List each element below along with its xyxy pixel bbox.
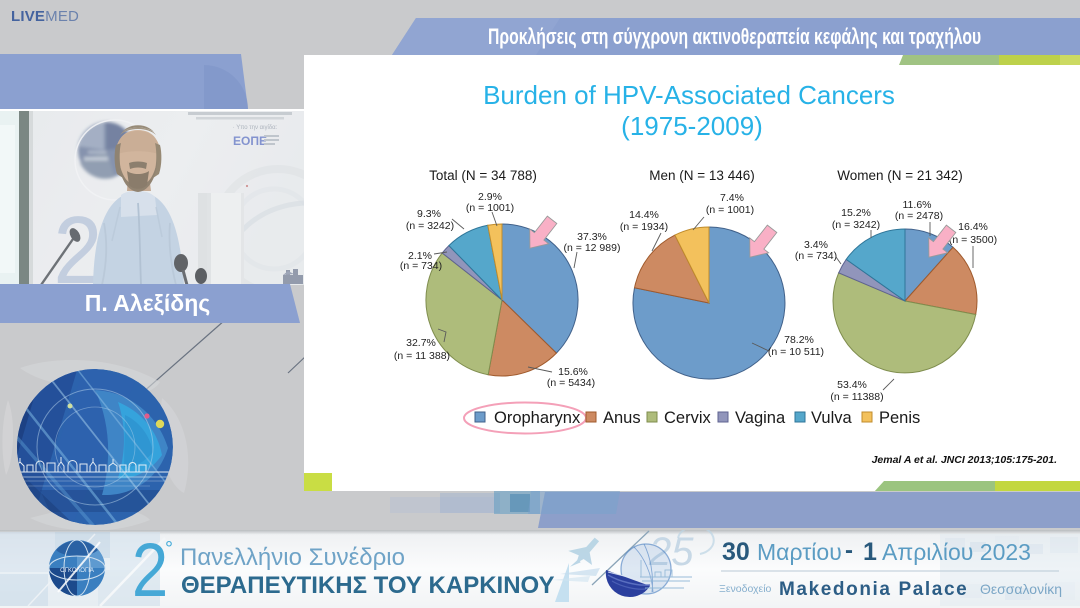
svg-text:Θεσσαλονίκη: Θεσσαλονίκη [980,581,1062,597]
svg-text:(1975-2009): (1975-2009) [621,111,763,141]
svg-text:(n = 3242): (n = 3242) [406,220,454,232]
svg-text:11.6%: 11.6% [903,199,932,211]
svg-text:Women (N = 21 342): Women (N = 21 342) [837,168,962,183]
svg-text:Total (N = 34 788): Total (N = 34 788) [429,168,537,183]
svg-text:ΕΟΠΕ: ΕΟΠΕ [233,134,267,148]
svg-text:(n = 11 388): (n = 11 388) [394,350,450,362]
svg-text:(n = 3242): (n = 3242) [832,219,880,231]
svg-text:(n = 3500): (n = 3500) [949,234,997,246]
svg-text:Penis: Penis [879,409,920,427]
svg-text:2.1%: 2.1% [408,250,432,262]
svg-text:ΘΕΡΑΠΕΥΤΙΚΗΣ ΤΟΥ ΚΑΡΚΙΝΟΥ: ΘΕΡΑΠΕΥΤΙΚΗΣ ΤΟΥ ΚΑΡΚΙΝΟΥ [181,572,555,599]
svg-text:Anus: Anus [603,409,641,427]
svg-text:Makedonia Palace: Makedonia Palace [779,579,968,600]
svg-text:Vagina: Vagina [735,409,786,427]
svg-text:(n = 2478): (n = 2478) [895,210,943,222]
svg-text:(n = 11388): (n = 11388) [830,391,883,403]
svg-text:37.3%: 37.3% [577,231,607,243]
svg-text:-: - [845,537,853,564]
svg-text:32.7%: 32.7% [406,337,436,349]
svg-text:(n = 734): (n = 734) [400,260,442,272]
svg-text:(n = 1934): (n = 1934) [620,221,668,233]
svg-text:°: ° [165,538,173,560]
svg-text:Πανελλήνιο Συνέδριο: Πανελλήνιο Συνέδριο [180,544,405,571]
svg-text:Απριλίου 2023: Απριλίου 2023 [882,539,1031,565]
svg-text:(n = 12 989): (n = 12 989) [564,242,621,254]
svg-text:1: 1 [863,538,877,566]
svg-text:Men (N = 13 446): Men (N = 13 446) [649,168,754,183]
svg-text:9.3%: 9.3% [417,208,441,220]
svg-text:Μαρτίου: Μαρτίου [757,539,842,565]
svg-text:7.4%: 7.4% [720,192,744,204]
svg-text:16.4%: 16.4% [958,221,988,233]
svg-text:(n = 1001): (n = 1001) [706,204,754,216]
svg-text:30: 30 [722,538,750,566]
svg-text:14.4%: 14.4% [629,209,659,221]
svg-text:(n = 1001): (n = 1001) [466,202,514,214]
svg-text:2: 2 [132,530,168,608]
svg-text:3.4%: 3.4% [804,239,828,251]
svg-text:Ξενοδοχείο: Ξενοδοχείο [719,583,772,595]
svg-text:Jemal A et al. JNCI 2013;105:1: Jemal A et al. JNCI 2013;105:175-201. [872,454,1057,466]
svg-text:Burden of HPV-Associated Cance: Burden of HPV-Associated Cancers [483,80,895,110]
svg-text:15.2%: 15.2% [841,207,871,219]
svg-text:(n = 10 511): (n = 10 511) [768,346,824,358]
svg-text:78.2%: 78.2% [784,334,814,346]
svg-text:Oropharynx: Oropharynx [494,409,581,427]
svg-text:(n = 734): (n = 734) [795,250,837,262]
svg-text:ΟΓΚΟΛΟΓΙΑ: ΟΓΚΟΛΟΓΙΑ [60,568,94,574]
svg-text:2.9%: 2.9% [478,191,502,203]
svg-text:· Υπο την αιγίδα:: · Υπο την αιγίδα: [233,125,278,131]
svg-text:Vulva: Vulva [811,409,852,427]
svg-text:Cervix: Cervix [664,409,712,427]
svg-text:15.6%: 15.6% [558,366,588,378]
svg-text:(n = 5434): (n = 5434) [547,377,595,389]
svg-text:53.4%: 53.4% [837,379,867,391]
